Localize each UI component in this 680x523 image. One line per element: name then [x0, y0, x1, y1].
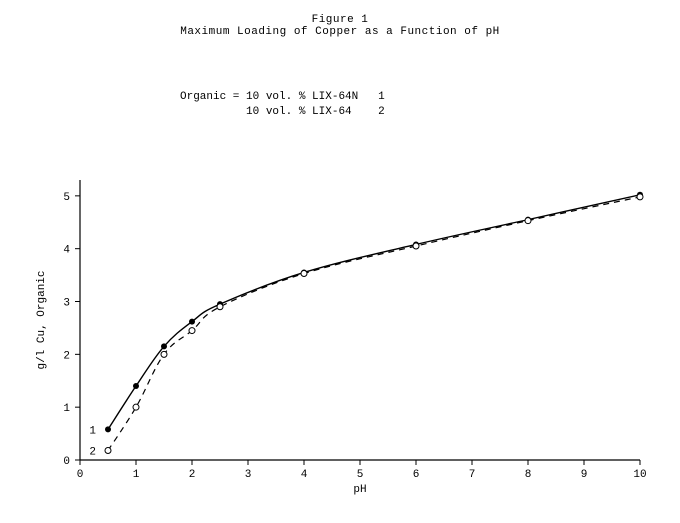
- legend-line-1-text: 10 vol. % LIX-64N: [246, 91, 358, 103]
- legend-line-2-text: 10 vol. % LIX-64: [246, 106, 352, 118]
- legend-line-2-tag: 2: [378, 106, 385, 118]
- figure-label: Figure 1: [0, 14, 680, 26]
- svg-text:9: 9: [581, 469, 588, 481]
- svg-text:0: 0: [63, 456, 70, 468]
- svg-text:8: 8: [525, 469, 532, 481]
- svg-text:1: 1: [133, 469, 140, 481]
- svg-text:7: 7: [469, 469, 476, 481]
- svg-text:2: 2: [89, 446, 96, 458]
- svg-text:2: 2: [63, 350, 70, 362]
- svg-text:pH: pH: [353, 484, 366, 496]
- svg-text:5: 5: [63, 192, 70, 204]
- chart-svg: 0 1 2 3 4 5 6 7 8 9 10 0 1 2 3 4 5 pH g/l Cu, Organic 1 2: [30, 170, 650, 500]
- page: Figure 1 Maximum Loading of Copper as a …: [0, 0, 680, 523]
- svg-text:3: 3: [245, 469, 252, 481]
- chart: 0 1 2 3 4 5 6 7 8 9 10 0 1 2 3 4 5 pH g/l Cu, Organic 1 2: [30, 170, 650, 500]
- svg-text:1: 1: [89, 425, 96, 437]
- svg-text:g/l Cu, Organic: g/l Cu, Organic: [36, 270, 48, 369]
- svg-text:2: 2: [189, 469, 196, 481]
- svg-text:4: 4: [301, 469, 308, 481]
- legend-prefix: Organic =: [180, 91, 239, 103]
- svg-text:1: 1: [63, 403, 70, 415]
- svg-text:0: 0: [77, 469, 84, 481]
- svg-text:6: 6: [413, 469, 420, 481]
- figure-title: Maximum Loading of Copper as a Function …: [0, 26, 680, 38]
- svg-text:10: 10: [633, 469, 646, 481]
- svg-text:3: 3: [63, 298, 70, 310]
- svg-text:5: 5: [357, 469, 364, 481]
- legend-line-1-tag: 1: [378, 91, 385, 103]
- svg-text:4: 4: [63, 245, 70, 257]
- legend: Organic = 10 vol. % LIX-64N 1 Organic = …: [180, 90, 385, 120]
